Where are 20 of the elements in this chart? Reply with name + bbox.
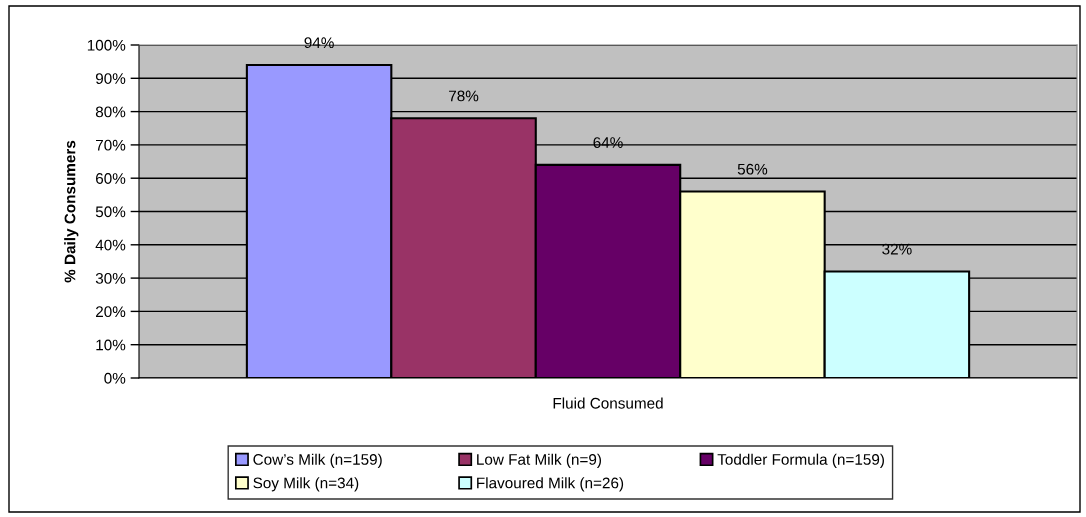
y-tick-label: 80% — [95, 106, 126, 118]
data-label: 56% — [737, 163, 768, 175]
y-tick-label: 100% — [87, 39, 126, 51]
y-tick-label: 30% — [95, 272, 126, 284]
y-tick-label: 20% — [96, 306, 126, 318]
y-tick-label: 0% — [104, 372, 126, 384]
y-tick-label: 90% — [95, 73, 126, 84]
legend-label: Low Fat Milk (n=9) — [477, 453, 602, 468]
y-tick-label: 10% — [96, 339, 126, 351]
data-label: 78% — [449, 90, 479, 102]
legend-label: Toddler Formula (n=159) — [717, 453, 884, 468]
y-tick-label: 70% — [96, 139, 126, 151]
legend-label: Soy Milk (n=34) — [253, 477, 359, 492]
y-tick-label: 40% — [95, 239, 126, 251]
x-axis-title: Fluid Consumed — [553, 397, 663, 409]
y-axis-title: % Daily Consumers — [64, 140, 79, 283]
legend-label: Flavoured Milk (n=26) — [477, 477, 624, 492]
y-tick-label: 50% — [95, 206, 126, 218]
y-tick-label: 60% — [96, 173, 126, 184]
legend-label: Cow’s Milk (n=159) — [253, 453, 382, 468]
